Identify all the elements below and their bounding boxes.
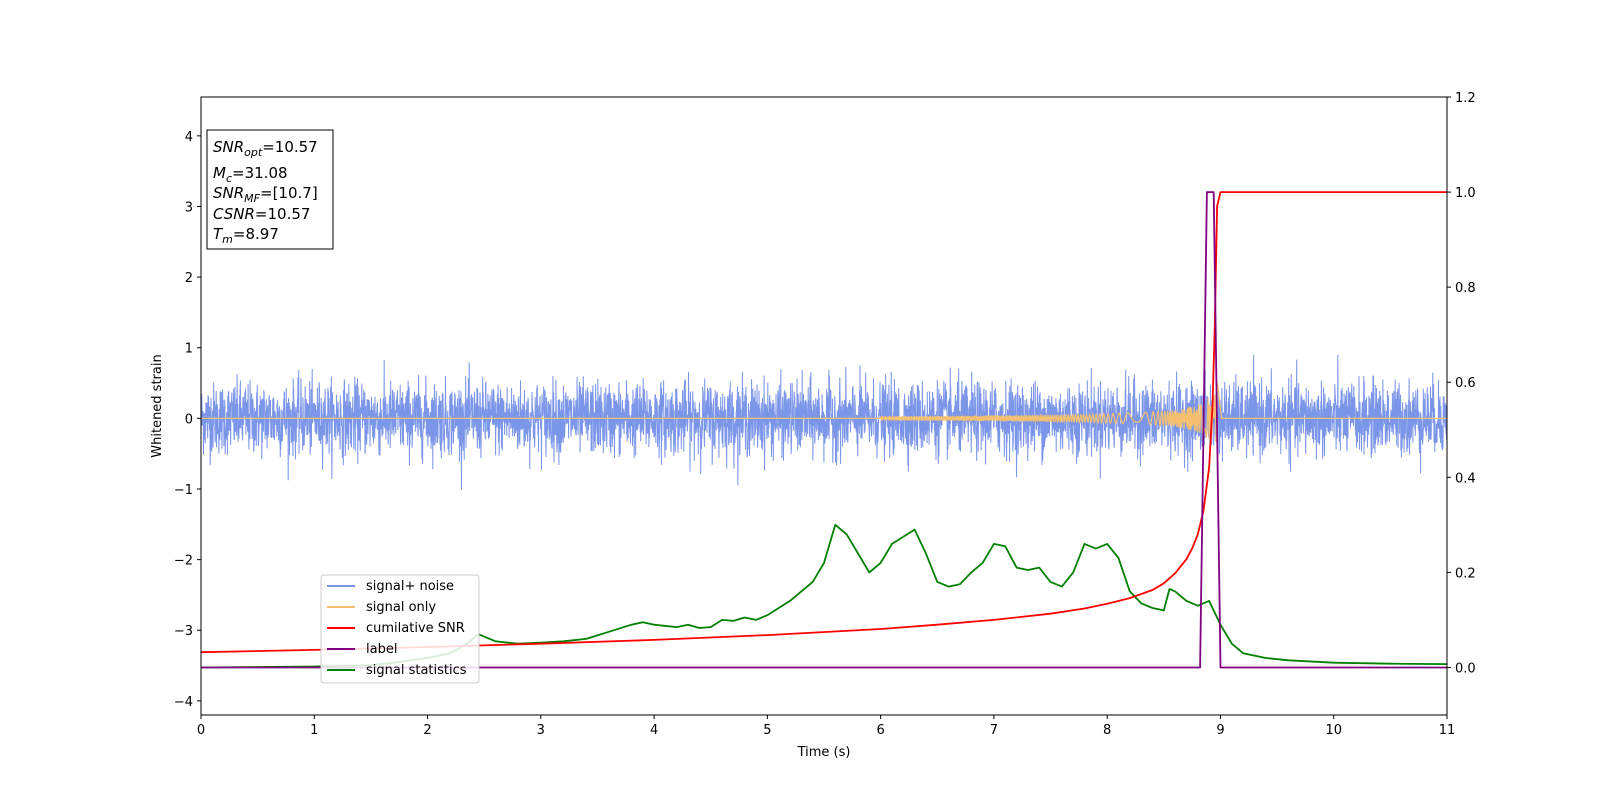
metrics-annotation: SNRopt=10.57 Mc=31.08 SNRMF=[10.7] CSNR=… [206,129,334,250]
y-left-tick-label: 2 [185,271,193,286]
y-right-tick-label: 0.4 [1455,471,1476,486]
y-right-tick-label: 0.2 [1455,566,1476,581]
x-tick-label: 2 [423,723,431,738]
annotation-csnr: CSNR=10.57 [213,205,310,223]
y-left-axis-ticks: −4 −3 −2 −1 0 1 2 3 4 [174,130,201,710]
legend-box [320,574,480,684]
legend-entry-cumulative-snr: cumilative SNR [327,621,465,636]
y-left-tick-label: −2 [174,554,193,569]
legend-entry-signal-statistics: signal statistics [327,663,467,678]
y-left-tick-label: 4 [185,130,193,145]
y-right-axis-ticks: 0.0 0.2 0.4 0.6 0.8 1.0 1.2 [1447,91,1476,676]
x-tick-label: 1 [310,723,318,738]
y-left-tick-label: 1 [185,342,193,357]
x-tick-label: 11 [1439,723,1456,738]
y-right-tick-label: 0.0 [1455,661,1476,676]
y-left-tick-label: 3 [185,200,193,215]
series-signal-noise [201,354,1447,490]
annotation-snr-opt: SNRopt=10.57 [213,138,318,159]
y-left-tick-label: −3 [174,624,193,639]
series-cumulative-snr [201,191,1447,654]
x-tick-label: 4 [650,723,658,738]
y-axis-label-left: Whitened strain [150,354,165,457]
y-left-tick-label: −1 [174,483,193,498]
legend: signal+ noise signal only cumilative SNR… [320,574,480,684]
series-label [201,191,1447,669]
x-tick-label: 3 [537,723,545,738]
y-right-tick-label: 0.6 [1455,376,1476,391]
y-right-tick-label: 0.8 [1455,281,1476,296]
annotation-box [206,129,334,250]
series-signal-only [201,382,1447,442]
legend-entry-label: label [327,642,397,657]
x-axis-ticks: 0 1 2 3 4 5 6 7 8 9 10 11 [197,715,1455,738]
legend-label-signal-noise: signal+ noise [366,579,454,594]
y-left-tick-label: −4 [174,695,193,710]
annotation-mc: Mc=31.08 [213,164,288,185]
plot-frame [200,96,1448,716]
legend-label-signal-statistics: signal statistics [366,663,467,678]
legend-label-signal-only: signal only [366,600,436,615]
series-signal-statistics [201,523,1447,669]
x-tick-label: 0 [197,723,205,738]
legend-entry-signal-only: signal only [327,600,436,615]
annotation-tm: Tm=8.97 [213,225,279,246]
y-right-tick-label: 1.2 [1455,91,1476,106]
right-axis-series [201,191,1447,669]
x-tick-label: 6 [876,723,884,738]
y-left-tick-label: 0 [185,412,193,427]
x-tick-label: 10 [1325,723,1342,738]
annotation-snr-mf: SNRMF=[10.7] [213,184,318,205]
x-tick-label: 7 [990,723,998,738]
x-tick-label: 8 [1103,723,1111,738]
signal-noise-series [201,354,1447,490]
x-axis-label: Time (s) [797,745,851,760]
x-tick-label: 9 [1216,723,1224,738]
legend-label-cumulative-snr: cumilative SNR [366,621,465,636]
legend-label-label: label [366,642,397,657]
legend-entry-signal-noise: signal+ noise [327,579,454,594]
y-right-tick-label: 1.0 [1455,186,1476,201]
x-tick-label: 5 [763,723,771,738]
signal-only-series [201,382,1447,442]
